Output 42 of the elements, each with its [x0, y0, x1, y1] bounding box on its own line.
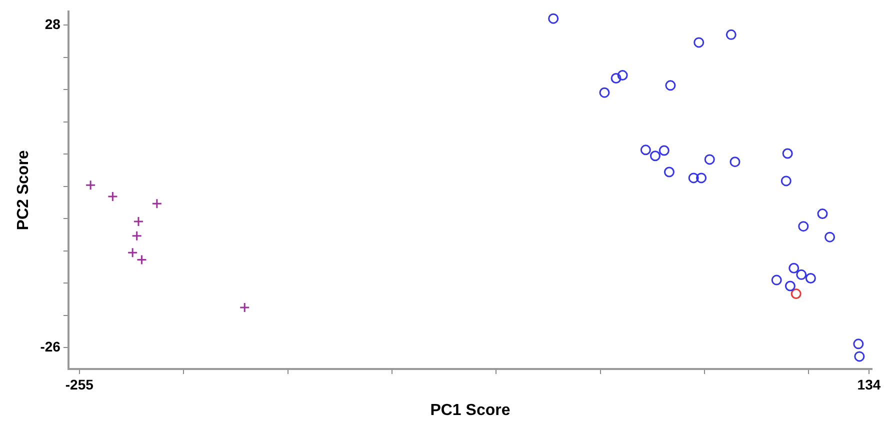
point [817, 208, 828, 220]
point [805, 273, 816, 284]
point [85, 180, 96, 190]
point [610, 73, 622, 84]
point [132, 230, 142, 242]
point [133, 216, 144, 227]
point [640, 144, 651, 156]
point [796, 269, 807, 280]
point [790, 288, 802, 300]
y-tick-label: -26 [40, 338, 61, 354]
point [798, 221, 809, 232]
point [239, 302, 250, 313]
point [771, 274, 782, 286]
point [694, 37, 704, 48]
point [650, 150, 660, 162]
point [696, 172, 707, 184]
point [726, 29, 736, 40]
point [704, 154, 715, 165]
x-tick-label: -255 [65, 376, 94, 392]
point [107, 191, 118, 202]
point [599, 87, 610, 98]
point [853, 338, 864, 350]
y-tick-label: 28 [44, 16, 61, 32]
point [854, 351, 865, 362]
point [688, 172, 699, 184]
x-axis-title: PC1 Score [430, 402, 510, 419]
point [548, 13, 559, 24]
point [780, 176, 792, 186]
point [782, 148, 793, 159]
x-tick-label: 134 [857, 376, 881, 392]
point [127, 247, 138, 258]
point [665, 80, 676, 91]
point [784, 280, 796, 292]
point [824, 232, 836, 242]
point [152, 198, 162, 209]
point [664, 166, 674, 178]
point [730, 156, 740, 168]
point [788, 262, 800, 274]
point [658, 145, 670, 156]
point [136, 254, 147, 265]
y-axis-title: PC2 Score [15, 150, 32, 230]
point [617, 70, 628, 81]
